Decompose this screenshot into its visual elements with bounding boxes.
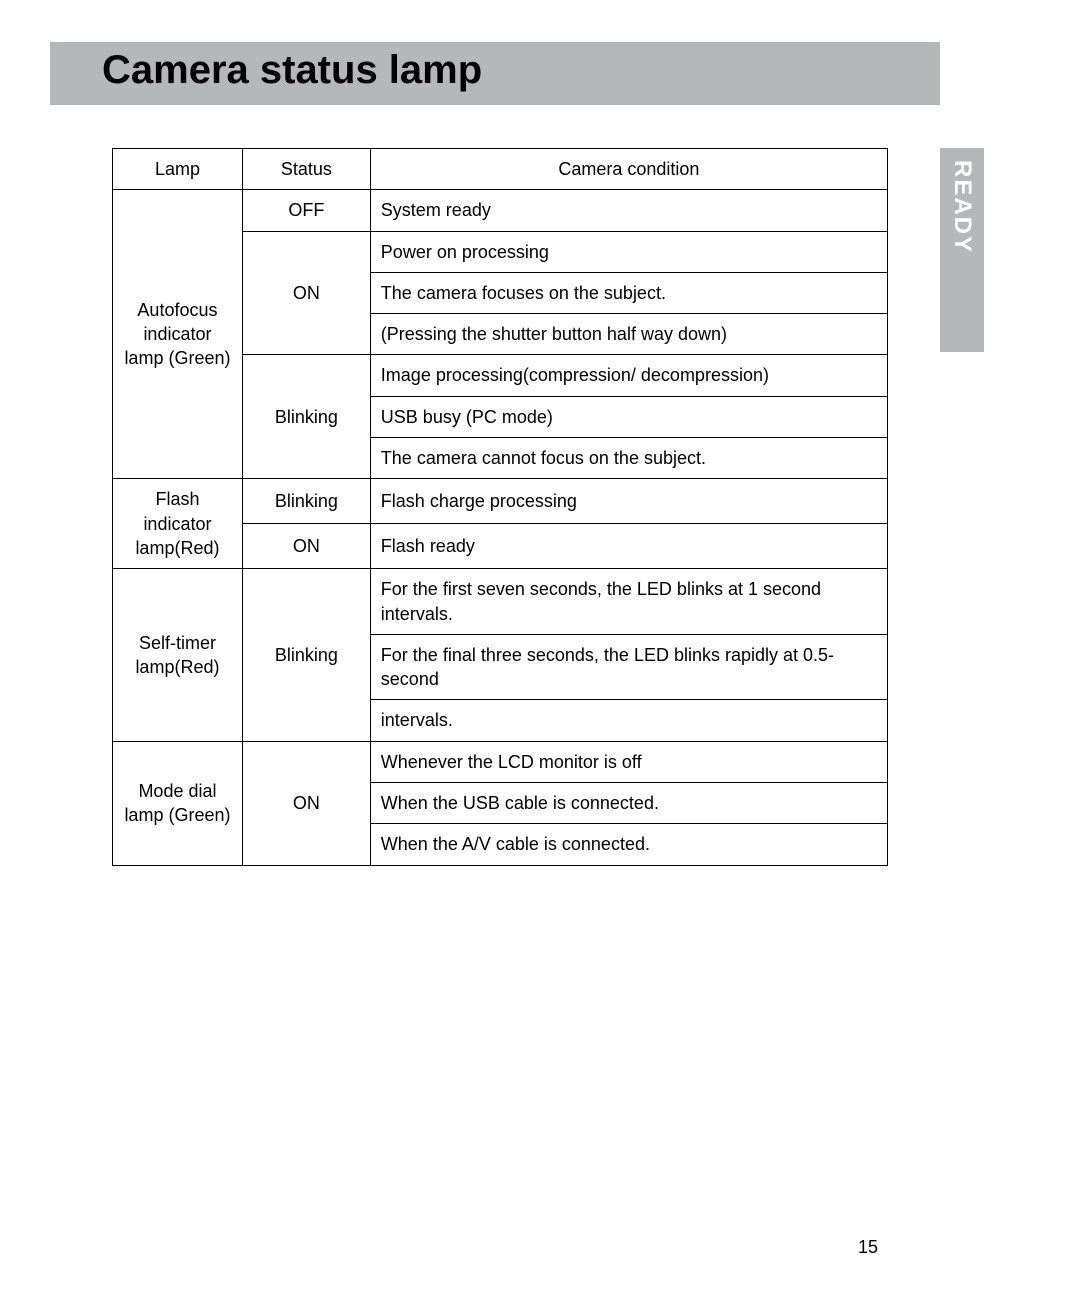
- condition-cell: Whenever the LCD monitor is off: [370, 741, 887, 782]
- condition-cell: The camera cannot focus on the subject.: [370, 438, 887, 479]
- condition-cell: Flash ready: [370, 524, 887, 569]
- condition-cell: System ready: [370, 190, 887, 231]
- column-header: Status: [242, 149, 370, 190]
- status-cell: ON: [242, 231, 370, 355]
- status-cell: ON: [242, 741, 370, 865]
- condition-cell: intervals.: [370, 700, 887, 741]
- condition-cell: Flash charge processing: [370, 479, 887, 524]
- status-lamp-table: LampStatusCamera condition Autofocus indi…: [112, 148, 888, 866]
- condition-cell: USB busy (PC mode): [370, 396, 887, 437]
- status-cell: Blinking: [242, 479, 370, 524]
- condition-cell: When the USB cable is connected.: [370, 783, 887, 824]
- section-tab-label: READY: [948, 160, 976, 254]
- condition-cell: For the final three seconds, the LED bli…: [370, 634, 887, 700]
- lamp-cell: Self-timer lamp(Red): [113, 569, 243, 741]
- status-cell: ON: [242, 524, 370, 569]
- section-tab-ready: READY: [940, 148, 984, 352]
- page-number: 15: [858, 1237, 878, 1258]
- manual-page: Camera status lamp READY LampStatusCamer…: [0, 0, 1080, 1295]
- condition-cell: (Pressing the shutter button half way do…: [370, 314, 887, 355]
- column-header: Camera condition: [370, 149, 887, 190]
- lamp-cell: Mode dial lamp (Green): [113, 741, 243, 865]
- condition-cell: Power on processing: [370, 231, 887, 272]
- condition-cell: The camera focuses on the subject.: [370, 272, 887, 313]
- condition-cell: Image processing(compression/ decompress…: [370, 355, 887, 396]
- status-cell: Blinking: [242, 355, 370, 479]
- column-header: Lamp: [113, 149, 243, 190]
- status-cell: Blinking: [242, 569, 370, 741]
- page-title: Camera status lamp: [102, 48, 482, 93]
- lamp-cell: Flash indicator lamp(Red): [113, 479, 243, 569]
- lamp-cell: Autofocus indicator lamp (Green): [113, 190, 243, 479]
- condition-cell: For the first seven seconds, the LED bli…: [370, 569, 887, 635]
- status-cell: OFF: [242, 190, 370, 231]
- condition-cell: When the A/V cable is connected.: [370, 824, 887, 865]
